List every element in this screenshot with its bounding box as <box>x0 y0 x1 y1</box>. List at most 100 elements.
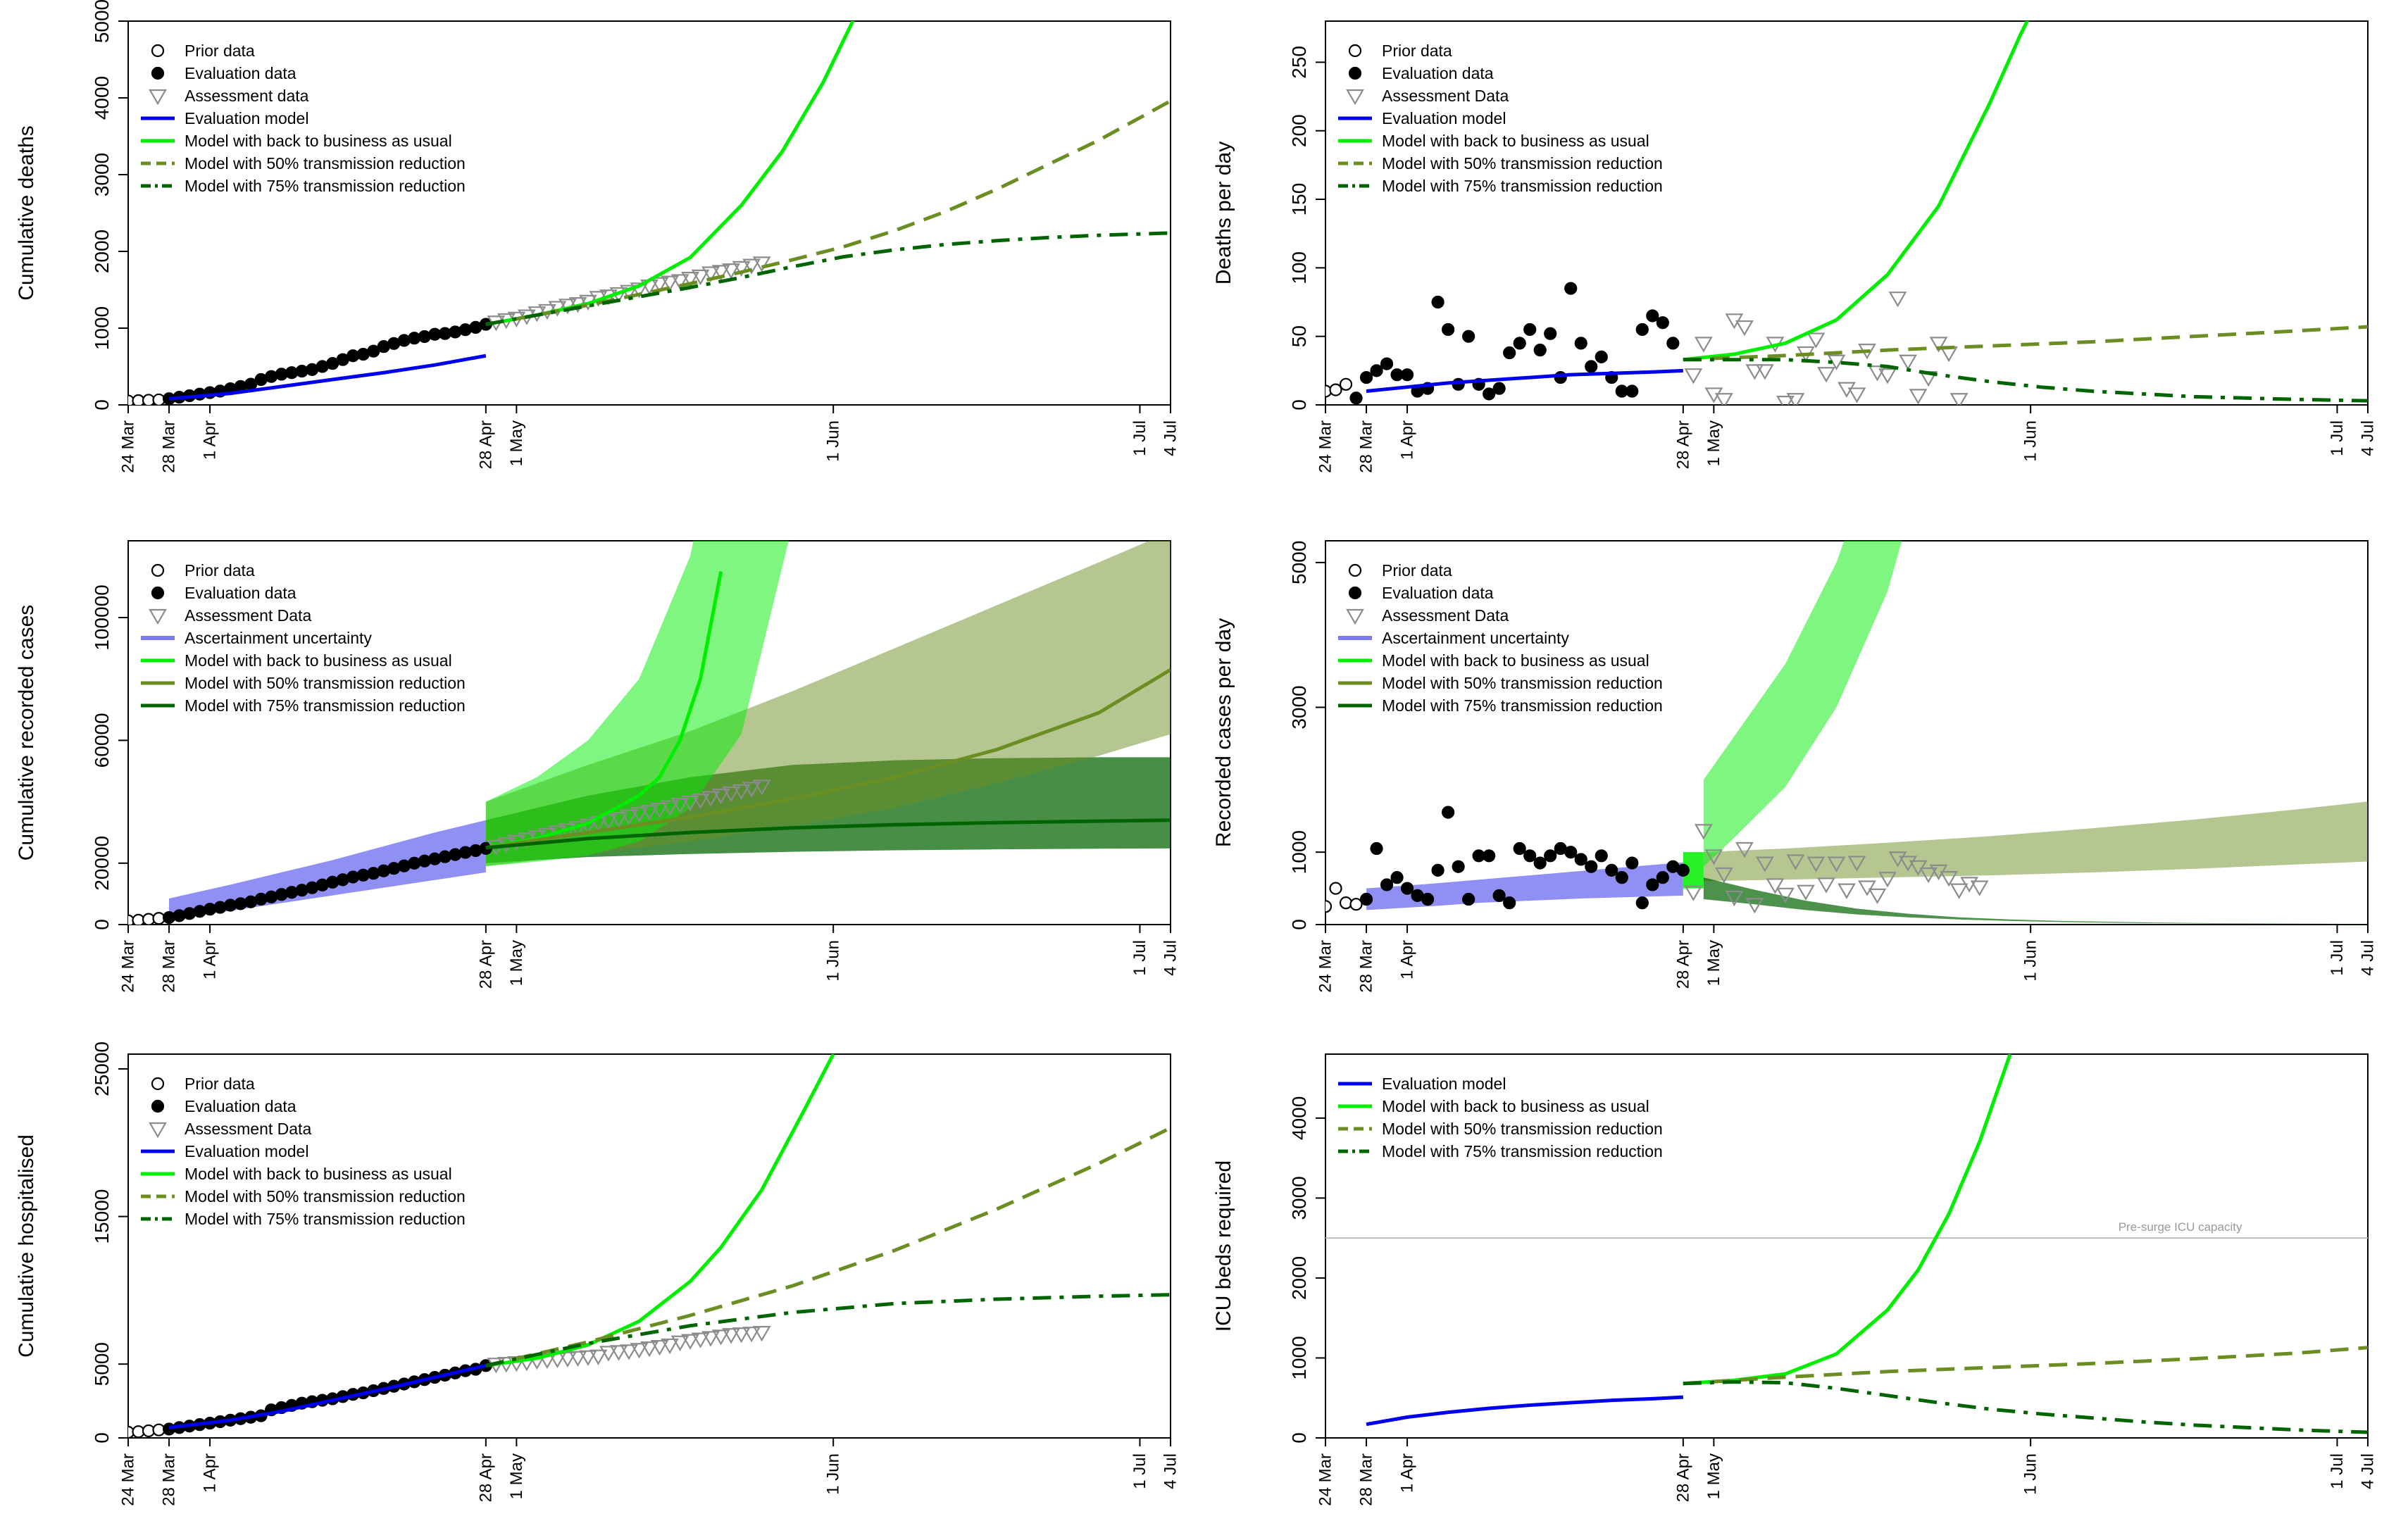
evaluation-point <box>1462 892 1475 906</box>
x-tick-label: 28 Apr <box>476 420 495 469</box>
assessment-point <box>1827 856 1846 872</box>
evaluation-point <box>1359 370 1373 384</box>
assessment-point <box>661 1338 679 1355</box>
evaluation-point <box>223 899 237 912</box>
assessment-point <box>1684 368 1703 384</box>
legend-key <box>1348 586 1362 600</box>
x-tick-label: 1 Jul <box>1130 940 1149 976</box>
legend-label: Evaluation data <box>185 1097 297 1115</box>
evaluation-point <box>182 907 196 920</box>
line-3 <box>1366 368 1683 394</box>
legend-label: Evaluation model <box>1382 1075 1506 1093</box>
legend-label: Evaluation model <box>1382 109 1506 127</box>
x-tick-label: 24 Mar <box>1316 940 1335 993</box>
legend-key <box>149 89 167 106</box>
assessment-point <box>650 277 669 293</box>
y-tick-label: 3000 <box>1288 1176 1310 1220</box>
assessment-point <box>1735 841 1754 858</box>
evaluation-point <box>1390 871 1404 884</box>
panel-cum-hosp: 0 5000 15000 25000 24 Mar 28 Mar 1 Apr 28 Apr 1 … <box>15 1041 1180 1506</box>
assessment-point <box>1786 393 1805 405</box>
legend-label: Model with 50% transmission reduction <box>185 154 466 173</box>
assessment-point <box>661 275 679 292</box>
y-tick-label: 0 <box>91 919 113 930</box>
evaluation-point <box>1503 896 1516 910</box>
assessment-point <box>722 786 740 803</box>
evaluation-point <box>1492 889 1506 902</box>
assessment-point <box>1694 824 1713 840</box>
evaluation-point <box>408 332 421 345</box>
evaluation-point <box>1513 841 1526 856</box>
evaluation-point <box>377 864 390 877</box>
assessment-point <box>1899 354 1917 370</box>
evaluation-point <box>438 327 451 340</box>
assessment-point <box>752 256 771 273</box>
evaluation-point <box>1635 896 1649 910</box>
y-tick-label: 100 <box>1288 251 1310 284</box>
evaluation-point <box>203 903 217 916</box>
y-tick-label: 15000 <box>91 1189 113 1244</box>
assessment-point <box>1714 867 1733 884</box>
evaluation-point <box>347 349 360 363</box>
legend-key <box>151 586 165 600</box>
prior-point <box>1329 882 1342 895</box>
assessment-point <box>691 269 710 286</box>
assessment-point <box>650 1339 669 1356</box>
assessment-point <box>1735 320 1754 337</box>
line-4 <box>485 21 855 327</box>
assessment-point <box>1940 871 1959 887</box>
assessment-point <box>681 272 699 288</box>
prior-point <box>1339 896 1353 910</box>
x-tick-label: 28 Mar <box>160 420 179 473</box>
evaluation-point <box>469 844 482 858</box>
assessment-point <box>1745 898 1764 914</box>
assessment-point <box>1868 888 1887 905</box>
legend-label: Model with back to business as usual <box>185 132 452 150</box>
panel-cum-cases: 0 20000 60000 100000 24 Mar 28 Mar 1 Apr 28 Apr… <box>15 540 1180 993</box>
y-tick-label: 3000 <box>91 153 113 196</box>
evaluation-point <box>1595 849 1608 863</box>
x-tick-label: 24 Mar <box>119 940 138 993</box>
assessment-point <box>1745 364 1764 380</box>
x-tick-label: 1 May <box>507 940 526 986</box>
x-tick-label: 1 May <box>1704 1453 1723 1499</box>
evaluation-point <box>1370 364 1383 377</box>
x-tick-label: 1 Jul <box>2328 420 2347 456</box>
legend-label: Evaluation model <box>185 1142 308 1160</box>
evaluation-point <box>265 890 278 903</box>
x-tick-label: 1 Apr <box>201 420 220 460</box>
panel-cases-per-day: 0 1000 3000 5000 24 Mar 28 Mar 1 Apr 28 Apr 1 Ma… <box>1212 540 2378 993</box>
evaluation-point <box>285 366 299 380</box>
legend: Prior data Evaluation data Assessment Data… <box>141 1075 466 1228</box>
y-tick-label: 1000 <box>1288 1336 1310 1379</box>
y-tick-label: 0 <box>1288 1432 1310 1444</box>
legend-key <box>149 608 167 625</box>
band-0 <box>1366 862 1683 910</box>
line-0 <box>1366 1395 1683 1427</box>
assessment-point <box>1949 883 1968 899</box>
evaluation-point <box>1626 384 1639 398</box>
y-tick-label: 1000 <box>1288 830 1310 874</box>
x-tick-label: 1 Jul <box>1130 1453 1149 1489</box>
assessment-point <box>722 263 740 280</box>
evaluation-point <box>295 364 308 378</box>
x-tick-label: 28 Apr <box>476 940 495 989</box>
evaluation-point <box>1564 282 1578 295</box>
legend-key <box>151 1099 165 1113</box>
x-tick-label: 28 Mar <box>160 940 179 993</box>
evaluation-point <box>1442 323 1455 337</box>
assessment-point <box>1694 337 1713 353</box>
assessment-point <box>1714 393 1733 405</box>
evaluation-point <box>1574 853 1587 866</box>
evaluation-point <box>1595 350 1608 363</box>
x-tick-label: 1 Apr <box>201 940 220 979</box>
evaluation-point <box>1533 344 1547 357</box>
line-5 <box>485 99 1171 327</box>
panel-deaths-per-day: 0 50 100 150 200 250 24 Mar 28 Mar 1 Apr 28 Apr 1 … <box>1212 20 2378 473</box>
legend-key <box>151 1077 165 1091</box>
y-tick-label: 0 <box>1288 399 1310 411</box>
legend: Prior data Evaluation data Assessment data… <box>141 42 466 195</box>
band-3 <box>1703 877 2368 925</box>
legend-key <box>149 1122 167 1139</box>
x-tick-label: 28 Apr <box>1673 940 1692 989</box>
